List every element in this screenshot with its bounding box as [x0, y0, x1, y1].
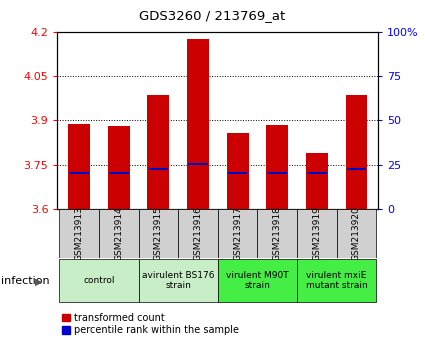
Bar	[60, 259, 139, 302]
Bar	[218, 259, 297, 302]
Text: GSM213918: GSM213918	[273, 206, 282, 261]
Text: GSM213914: GSM213914	[114, 206, 123, 261]
Bar	[99, 209, 139, 258]
Bar	[109, 172, 129, 175]
Text: GSM213917: GSM213917	[233, 206, 242, 261]
Bar	[60, 209, 99, 258]
Text: GSM213916: GSM213916	[193, 206, 202, 261]
Bar	[306, 153, 328, 209]
Bar	[337, 209, 376, 258]
Bar	[69, 172, 89, 173]
Bar	[139, 209, 178, 258]
Text: GSM213913: GSM213913	[75, 206, 84, 261]
Text: GSM213919: GSM213919	[312, 206, 321, 261]
Bar	[178, 209, 218, 258]
Text: GSM213920: GSM213920	[352, 206, 361, 261]
Bar	[346, 95, 367, 209]
Text: infection: infection	[1, 276, 49, 286]
Text: virulent M90T
strain: virulent M90T strain	[226, 271, 289, 290]
Bar	[68, 124, 90, 209]
Bar	[108, 126, 130, 209]
Bar	[258, 209, 297, 258]
Bar	[266, 125, 288, 209]
Text: virulent mxiE
mutant strain: virulent mxiE mutant strain	[306, 271, 368, 290]
Text: GSM213915: GSM213915	[154, 206, 163, 261]
Bar	[297, 259, 376, 302]
Bar	[227, 133, 249, 209]
Bar	[307, 172, 327, 175]
Bar	[228, 172, 247, 173]
Bar	[347, 168, 366, 170]
Bar	[297, 209, 337, 258]
Bar	[218, 209, 258, 258]
Bar	[149, 168, 168, 170]
Bar	[139, 259, 218, 302]
Text: GDS3260 / 213769_at: GDS3260 / 213769_at	[139, 9, 286, 22]
Bar	[267, 172, 287, 175]
Legend: transformed count, percentile rank within the sample: transformed count, percentile rank withi…	[62, 313, 239, 335]
Bar	[147, 95, 169, 209]
Bar	[188, 163, 208, 165]
Text: ▶: ▶	[35, 276, 43, 286]
Text: control: control	[83, 276, 115, 285]
Text: avirulent BS176
strain: avirulent BS176 strain	[142, 271, 215, 290]
Bar	[187, 39, 209, 209]
